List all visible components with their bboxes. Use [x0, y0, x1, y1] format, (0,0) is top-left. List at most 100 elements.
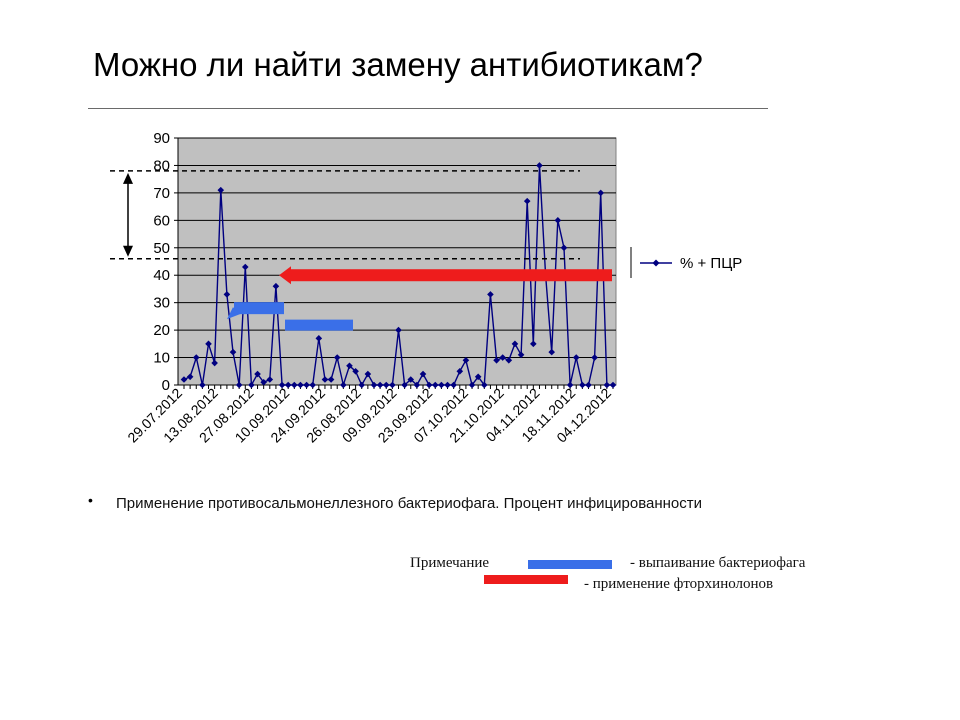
data-point — [431, 381, 439, 389]
data-point — [229, 348, 237, 356]
range-arrow-up-icon — [123, 172, 133, 184]
data-point — [566, 381, 574, 389]
note-red-text: - применение фторхинолонов — [584, 576, 774, 592]
data-point — [266, 376, 274, 383]
data-point — [591, 354, 598, 361]
legend: % + ПЦР — [630, 247, 742, 278]
y-tick-label: 80 — [153, 157, 170, 174]
data-point — [192, 354, 200, 361]
data-point — [346, 362, 353, 370]
data-point — [333, 354, 341, 361]
y-tick-label: 20 — [153, 322, 170, 339]
note-blue-swatch — [528, 560, 612, 569]
data-point — [468, 381, 476, 389]
bullet-icon: • — [88, 492, 93, 508]
data-point — [260, 378, 267, 386]
data-point — [223, 291, 231, 298]
data-point — [481, 381, 488, 389]
data-point — [217, 186, 225, 194]
data-point — [315, 335, 323, 342]
blue-arrow-head-icon — [227, 307, 240, 320]
y-tick-label: 0 — [162, 377, 170, 394]
y-tick-label: 10 — [153, 350, 170, 367]
red-arrow-head-icon — [279, 266, 291, 285]
data-point — [358, 381, 366, 389]
blue-bar-2 — [285, 319, 353, 331]
data-point — [548, 348, 556, 356]
data-point — [284, 381, 292, 389]
data-point — [425, 381, 433, 389]
blue-bar-1 — [234, 302, 284, 315]
data-point — [389, 381, 396, 389]
y-tick-label: 60 — [153, 212, 170, 229]
title-divider — [88, 108, 768, 109]
legend-marker-icon — [652, 259, 660, 267]
data-point — [572, 354, 580, 361]
data-point — [278, 381, 286, 389]
data-point — [291, 381, 298, 389]
series-line — [180, 162, 617, 389]
data-point — [585, 381, 592, 389]
data-point — [597, 189, 605, 197]
data-point — [382, 381, 390, 389]
data-point — [211, 359, 218, 367]
data-point — [272, 282, 280, 290]
note-red-swatch — [484, 575, 568, 584]
data-point — [499, 354, 506, 361]
data-point — [517, 351, 525, 359]
data-point — [254, 370, 261, 378]
data-point — [297, 381, 304, 389]
x-axis: 29.07.201213.08.201227.08.201210.09.2012… — [124, 384, 616, 446]
page-title: Можно ли найти замену антибиотикам? — [93, 46, 703, 83]
data-point — [395, 326, 402, 334]
data-point — [205, 340, 212, 348]
data-point — [523, 197, 531, 205]
data-point — [487, 291, 494, 298]
data-point — [450, 381, 457, 389]
data-point — [530, 340, 537, 348]
data-point — [462, 357, 470, 364]
legend-label: % + ПЦР — [680, 255, 742, 272]
data-point — [241, 263, 249, 271]
data-point — [493, 357, 500, 364]
data-point — [180, 376, 188, 383]
data-point — [376, 381, 384, 389]
data-point — [327, 376, 335, 383]
data-point — [560, 244, 568, 252]
data-point — [364, 370, 372, 378]
y-tick-label: 40 — [153, 267, 170, 284]
data-point — [413, 381, 421, 389]
data-point — [579, 381, 586, 389]
data-point — [352, 367, 359, 375]
annotations — [110, 170, 612, 331]
data-point — [603, 381, 611, 389]
data-point — [407, 376, 415, 383]
data-point — [303, 381, 310, 389]
red-bar — [290, 269, 612, 282]
data-point — [321, 376, 329, 383]
y-tick-label: 50 — [153, 240, 170, 257]
data-point — [474, 373, 482, 381]
data-point — [309, 381, 316, 389]
data-point — [186, 373, 194, 381]
y-tick-label: 70 — [153, 185, 170, 202]
note-label: Примечание — [410, 555, 490, 571]
y-tick-label: 30 — [153, 295, 170, 312]
data-point — [536, 162, 543, 169]
data-point — [444, 381, 451, 389]
chart-caption: Применение противосальмонеллезного бакте… — [116, 495, 703, 512]
data-point — [340, 381, 347, 389]
data-point — [235, 381, 243, 389]
data-point — [505, 357, 513, 364]
range-arrow-down-icon — [123, 245, 133, 257]
data-point — [511, 340, 519, 348]
y-axis: 0 10 20 30 40 50 60 70 80 90 — [153, 130, 179, 394]
data-point — [419, 370, 427, 378]
note-blue-text: - выпаивание бактериофага — [630, 555, 806, 571]
data-point — [438, 381, 445, 389]
data-point — [609, 381, 617, 389]
data-point — [554, 217, 562, 224]
data-point — [456, 367, 464, 375]
data-point — [199, 381, 206, 389]
